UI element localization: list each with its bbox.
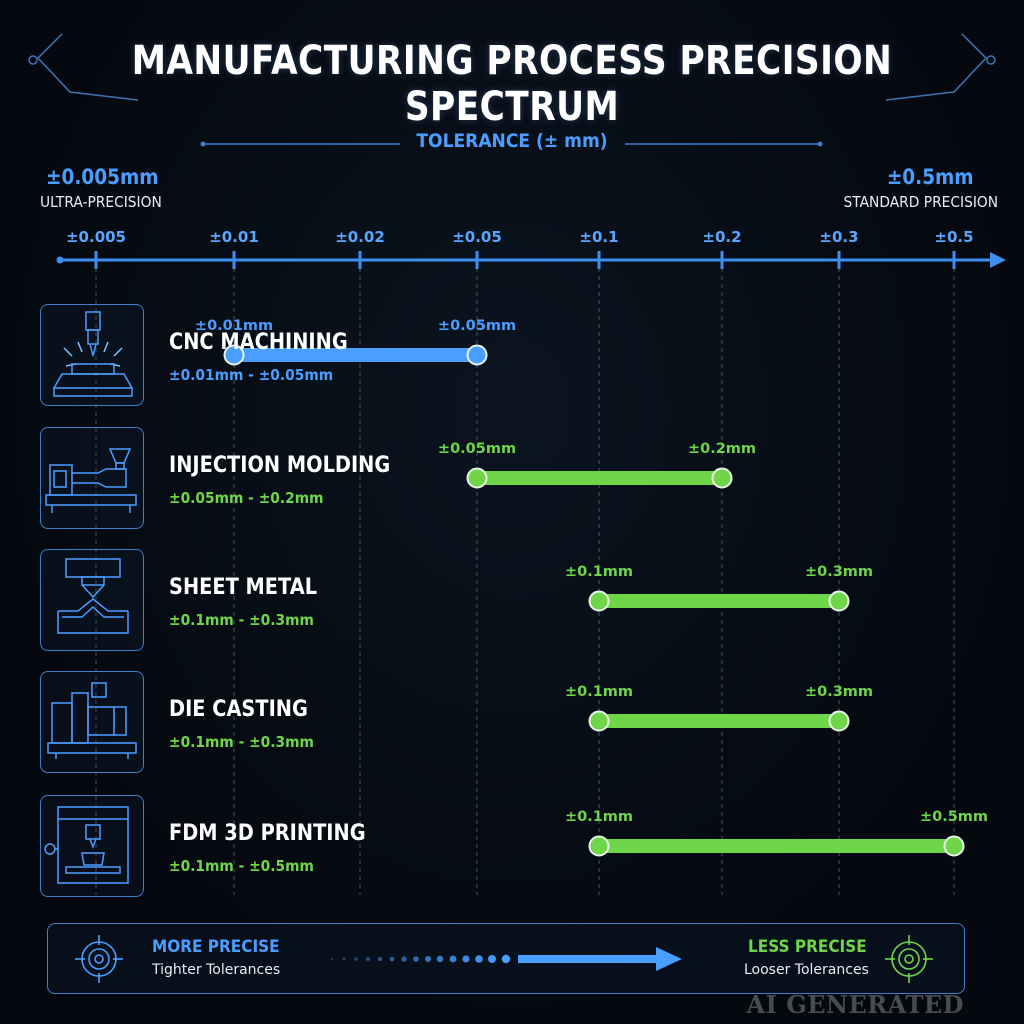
bar-end-label: ±0.05mm <box>437 441 517 457</box>
process-name: CNC MACHINING <box>169 330 348 355</box>
target-blue-icon <box>75 935 123 983</box>
process-range: ±0.01mm - ±0.05mm <box>169 366 334 384</box>
axis-title: TOLERANCE (± mm) <box>416 130 608 152</box>
legend-less-precise: LESS PRECISE <box>748 937 867 957</box>
range-max-marker <box>828 590 850 612</box>
process-icon-box <box>40 304 144 406</box>
axis-left-value: ±0.005mm <box>46 165 159 189</box>
bar-end-label: ±0.05mm <box>437 318 517 334</box>
tick-label: ±0.1 <box>579 228 619 246</box>
range-max-marker <box>466 344 488 366</box>
range-min-marker <box>588 710 610 732</box>
axis-title-rule <box>200 141 823 147</box>
process-name: INJECTION MOLDING <box>169 453 391 478</box>
range-min-marker <box>466 467 488 489</box>
page-title: MANUFACTURING PROCESS PRECISION SPECTRUM <box>131 38 893 130</box>
axis-right-value: ±0.5mm <box>887 165 974 189</box>
process-name: DIE CASTING <box>169 697 308 722</box>
precision-arrow <box>330 947 682 971</box>
range-min-marker <box>223 344 245 366</box>
bar-end-label: ±0.1mm <box>564 684 634 700</box>
axis-arrow-icon <box>990 252 1006 268</box>
process-name: SHEET METAL <box>169 575 318 600</box>
range-max-marker <box>711 467 733 489</box>
axis-right-label: STANDARD PRECISION <box>843 193 998 211</box>
process-range: ±0.1mm - ±0.5mm <box>169 857 314 875</box>
bar-end-label: ±0.01mm <box>194 318 274 334</box>
axis-start-dot <box>56 256 64 264</box>
range-min-marker <box>588 590 610 612</box>
bar-end-label: ±0.5mm <box>919 809 989 825</box>
tick-label: ±0.2 <box>702 228 742 246</box>
process-range: ±0.1mm - ±0.3mm <box>169 733 314 751</box>
process-icon-box <box>40 549 144 651</box>
legend-tighter: Tighter Tolerances <box>152 962 281 978</box>
process-icon-box <box>40 795 144 897</box>
target-green-icon <box>885 935 933 983</box>
bar-end-label: ±0.3mm <box>804 564 874 580</box>
watermark: AI GENERATED <box>746 990 964 1019</box>
3d-printer-icon <box>44 806 129 884</box>
bar-end-label: ±0.2mm <box>687 441 757 457</box>
process-name: FDM 3D PRINTING <box>169 821 366 846</box>
tick-label: ±0.01 <box>209 228 259 246</box>
range-max-marker <box>943 835 965 857</box>
sheet-metal-press-icon <box>57 558 129 634</box>
cnc-machine-icon <box>52 311 134 397</box>
die-casting-machine-icon <box>47 682 137 759</box>
bar-end-label: ±0.3mm <box>804 684 874 700</box>
tick-label: ±0.5 <box>934 228 974 246</box>
bar-end-label: ±0.1mm <box>564 564 634 580</box>
legend-more-precise: MORE PRECISE <box>152 937 280 957</box>
range-max-marker <box>828 710 850 732</box>
corner-ornaments <box>28 33 996 101</box>
process-range: ±0.1mm - ±0.3mm <box>169 611 314 629</box>
tick-label: ±0.3 <box>819 228 859 246</box>
axis-left-label: ULTRA-PRECISION <box>40 193 162 211</box>
process-icon-box <box>40 427 144 529</box>
tick-label: ±0.005 <box>65 228 126 246</box>
legend-looser: Looser Tolerances <box>744 962 869 978</box>
range-min-marker <box>588 835 610 857</box>
process-range: ±0.05mm - ±0.2mm <box>169 489 324 507</box>
tick-label: ±0.05 <box>452 228 502 246</box>
tolerance-chart <box>56 251 1006 895</box>
tick-label: ±0.02 <box>335 228 385 246</box>
injection-molding-icon <box>45 448 137 513</box>
process-icon-box <box>40 671 144 773</box>
bar-end-label: ±0.1mm <box>564 809 634 825</box>
